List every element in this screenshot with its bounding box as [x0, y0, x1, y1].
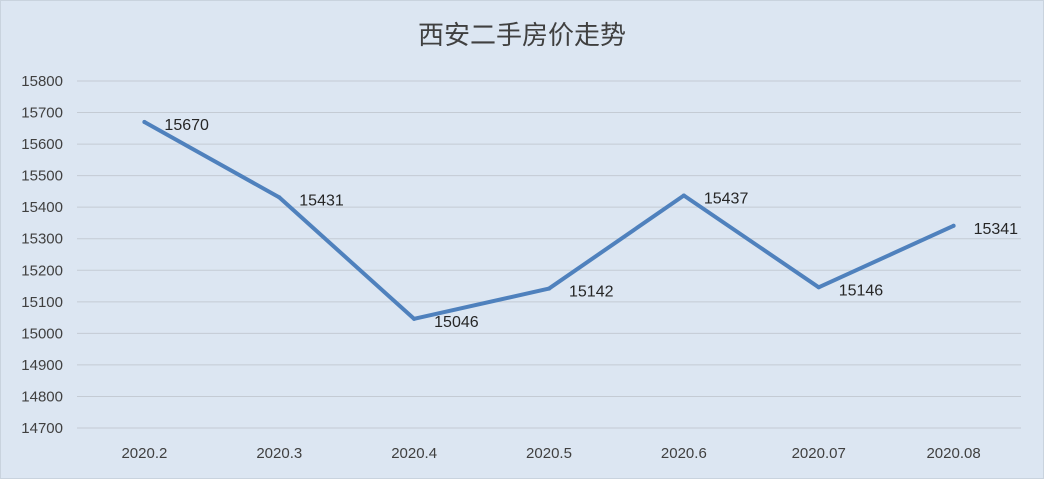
- x-tick-label: 2020.6: [661, 445, 707, 462]
- chart-title: 西安二手房价走势: [417, 21, 626, 51]
- y-tick-label: 15300: [21, 231, 63, 248]
- y-tick-label: 15100: [21, 294, 63, 311]
- x-tick-label: 2020.4: [391, 445, 437, 462]
- y-tick-label: 15000: [21, 325, 63, 342]
- data-point: [277, 195, 282, 200]
- data-point: [816, 285, 821, 290]
- data-label: 15437: [704, 191, 749, 208]
- y-tick-label: 15600: [21, 136, 63, 153]
- x-tick-label: 2020.5: [526, 445, 572, 462]
- data-label: 15046: [434, 314, 479, 331]
- y-tick-label: 15500: [21, 168, 63, 185]
- x-tick-label: 2020.07: [792, 445, 846, 462]
- y-tick-label: 15700: [21, 105, 63, 122]
- data-point: [951, 223, 956, 228]
- data-point: [681, 193, 686, 198]
- data-label: 15146: [839, 282, 884, 299]
- y-tick-label: 14800: [21, 388, 63, 405]
- y-tick-label: 14900: [21, 357, 63, 374]
- data-label: 15670: [164, 117, 209, 134]
- data-point: [412, 316, 417, 321]
- y-tick-label: 15200: [21, 262, 63, 279]
- data-label: 15142: [569, 284, 614, 301]
- y-tick-label: 15800: [21, 73, 63, 90]
- x-tick-label: 2020.2: [121, 445, 167, 462]
- x-tick-label: 2020.08: [926, 445, 980, 462]
- y-tick-label: 14700: [21, 420, 63, 437]
- y-tick-label: 15400: [21, 199, 63, 216]
- data-point: [142, 120, 147, 125]
- data-point: [547, 286, 551, 291]
- x-tick-label: 2020.3: [256, 445, 302, 462]
- data-label: 15341: [974, 221, 1019, 238]
- data-label: 15431: [299, 192, 344, 209]
